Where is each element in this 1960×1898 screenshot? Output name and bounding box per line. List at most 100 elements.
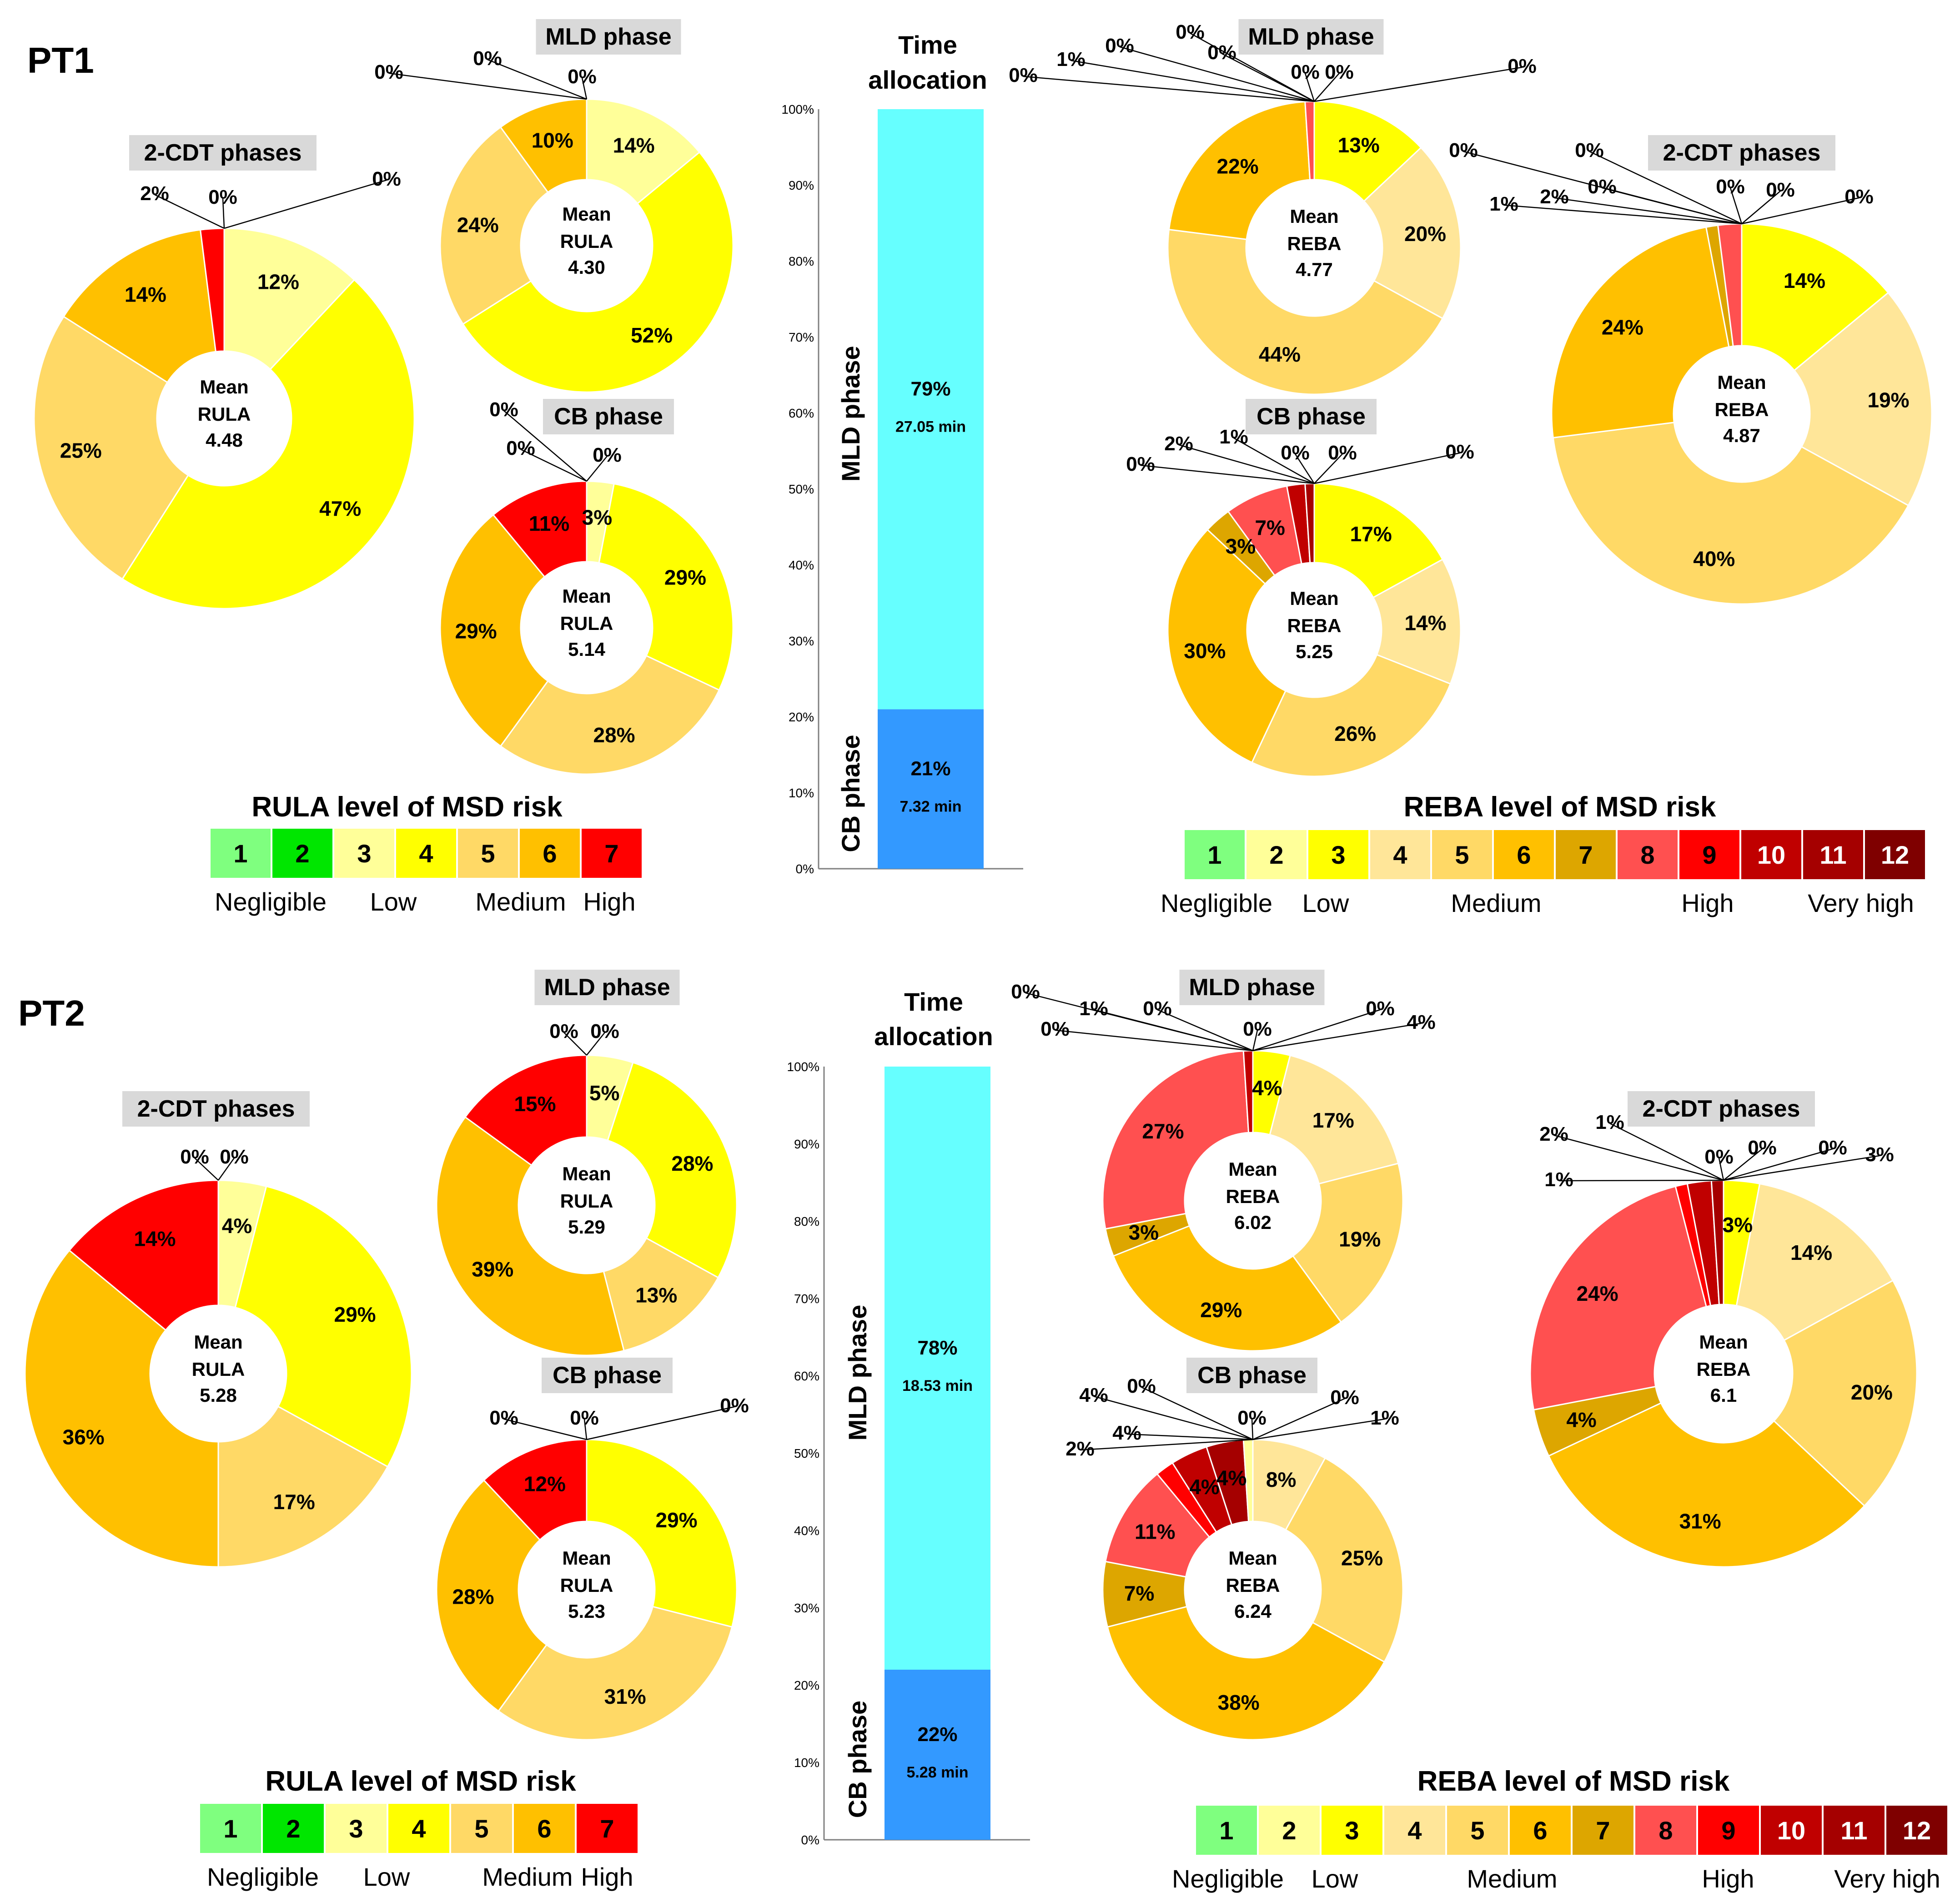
slice-label: 11% — [529, 512, 570, 535]
slice-label: 0% — [593, 444, 622, 466]
y-tick-label: 10% — [789, 786, 814, 800]
legend-swatch-5 — [458, 829, 518, 878]
legend-category: Negligible — [207, 1863, 319, 1891]
slice-label: 1% — [1079, 997, 1108, 1020]
leader-line — [222, 198, 225, 229]
leader-line — [1723, 1148, 1833, 1181]
legend-category: High — [581, 1863, 633, 1891]
leader-line — [1140, 464, 1315, 484]
slice-level-5 — [497, 1606, 733, 1741]
center-label: Mean — [1699, 1331, 1748, 1353]
donut-hole — [518, 1137, 655, 1274]
legend-level-label: 10 — [1757, 841, 1785, 869]
slice-label: 0% — [1449, 139, 1478, 161]
legend-swatch-3 — [1308, 830, 1368, 879]
donut-pt2-rula-mld: 5% 28% 13% 39% 15% 0% 0% Mean RULA 5.29 MLD phase — [436, 970, 738, 1356]
legend-swatch-11 — [1803, 830, 1863, 879]
legend-level-label: 6 — [537, 1814, 551, 1843]
leader-line — [1080, 1439, 1253, 1451]
slice-label: 14% — [1790, 1241, 1832, 1264]
leader-line — [1023, 76, 1315, 102]
legend-swatch-1 — [1196, 1806, 1257, 1855]
slice-label: 14% — [613, 134, 655, 157]
donut-pt2-reba-2cdt: 3% 14% 20% 31% 4% 24% 2% 1% 1% 0% 0% 0% 3% Mean REBA 6.… — [1529, 1091, 1918, 1568]
slice-label: 3% — [582, 506, 612, 529]
legend-swatch-5 — [1432, 830, 1492, 879]
legend-swatch-7 — [1556, 830, 1616, 879]
leader-line — [1233, 437, 1315, 484]
y-tick-label: 90% — [794, 1137, 819, 1151]
slice-label: 1% — [1219, 426, 1248, 448]
donut-pt1-rula-mld: 14% 52% 24% 10% 0% 0% 0% Mean RULA 4.30 MLD phase — [374, 19, 734, 393]
chart-title-box — [543, 399, 674, 434]
slice-label: 31% — [1679, 1509, 1721, 1533]
leader-line — [487, 59, 587, 100]
time-allocation-pt2-time: Time allocation 0% 10% 20% 30% 40% 50% 60% 70% 80%… — [787, 987, 1030, 1847]
leader-line — [1141, 1386, 1253, 1440]
legend-swatch-6 — [1510, 1806, 1571, 1855]
chart-title-box — [536, 19, 681, 55]
slice-label: 29% — [655, 1508, 697, 1532]
legend-level-label: 8 — [1658, 1816, 1673, 1845]
leader-line — [1741, 191, 1781, 224]
leader-line — [1304, 73, 1315, 102]
y-tick-label: 70% — [794, 1292, 819, 1306]
legend-swatch-6 — [1494, 830, 1554, 879]
slice-label: 29% — [334, 1303, 376, 1326]
chart-title: 2-CDT phases — [137, 1096, 295, 1122]
time-title: Time — [904, 987, 963, 1016]
slice-label: 4% — [1112, 1422, 1141, 1444]
slice-label: 0% — [372, 168, 401, 190]
slice-label: 36% — [63, 1425, 105, 1449]
chart-title-box — [1238, 19, 1384, 55]
slice-label: 20% — [1851, 1380, 1893, 1404]
y-tick-label: 100% — [781, 102, 814, 116]
legend-swatch-8 — [1635, 1806, 1696, 1855]
leader-line — [1126, 1433, 1253, 1440]
leader-line — [1055, 1029, 1253, 1052]
chart-title-box — [1186, 1358, 1317, 1393]
leader-line — [1553, 1134, 1724, 1181]
donut-hole — [518, 1521, 655, 1658]
slice-label: 22% — [1217, 155, 1259, 178]
donut-hole — [1185, 1133, 1321, 1269]
slice-label: 0% — [1366, 997, 1395, 1020]
mean-score: 4.48 — [206, 429, 243, 451]
y-tick-label: 100% — [787, 1060, 819, 1074]
slice-label: 28% — [452, 1585, 494, 1609]
legend-swatch-10 — [1761, 1806, 1822, 1855]
legend-level-label: 7 — [1596, 1816, 1610, 1845]
legend-level-label: 1 — [1219, 1816, 1233, 1845]
slice-label: 4% — [1189, 1475, 1219, 1499]
slice-label: 0% — [489, 398, 518, 421]
legend-level-label: 7 — [604, 839, 618, 868]
legend-swatch-2 — [272, 829, 332, 878]
legend-level-label: 12 — [1881, 841, 1909, 869]
legend-category: Medium — [1467, 1864, 1557, 1893]
chart-title-box — [1179, 970, 1325, 1005]
slice-label: 4% — [222, 1214, 252, 1238]
slice-label: 0% — [1237, 1407, 1266, 1429]
legend-swatch-3 — [326, 1804, 387, 1853]
slice-label: 28% — [671, 1152, 713, 1175]
slice-label: 0% — [489, 1407, 518, 1429]
center-label: RULA — [560, 1190, 613, 1212]
leader-line — [1723, 1148, 1763, 1181]
legend-swatch-12 — [1865, 830, 1925, 879]
leader-line — [503, 410, 587, 482]
legend-swatch-5 — [451, 1804, 512, 1853]
legend-category: Very high — [1808, 889, 1914, 917]
legend-category: High — [1702, 1864, 1754, 1893]
slice-label: 29% — [455, 619, 497, 643]
donut-hole — [150, 1305, 286, 1442]
bar-percent-label: 78% — [917, 1337, 957, 1359]
bar-phase-label: CB phase — [836, 735, 865, 852]
slice-label: 0% — [180, 1146, 209, 1168]
slice-label: 14% — [125, 282, 166, 306]
legend-title: RULA level of MSD risk — [265, 1766, 576, 1797]
slice-label: 0% — [1207, 41, 1236, 64]
slice-label: 0% — [1040, 1018, 1070, 1040]
chart-title-box — [122, 1091, 310, 1127]
slice-label: 24% — [457, 213, 499, 237]
slice-label: 1% — [1595, 1111, 1624, 1133]
